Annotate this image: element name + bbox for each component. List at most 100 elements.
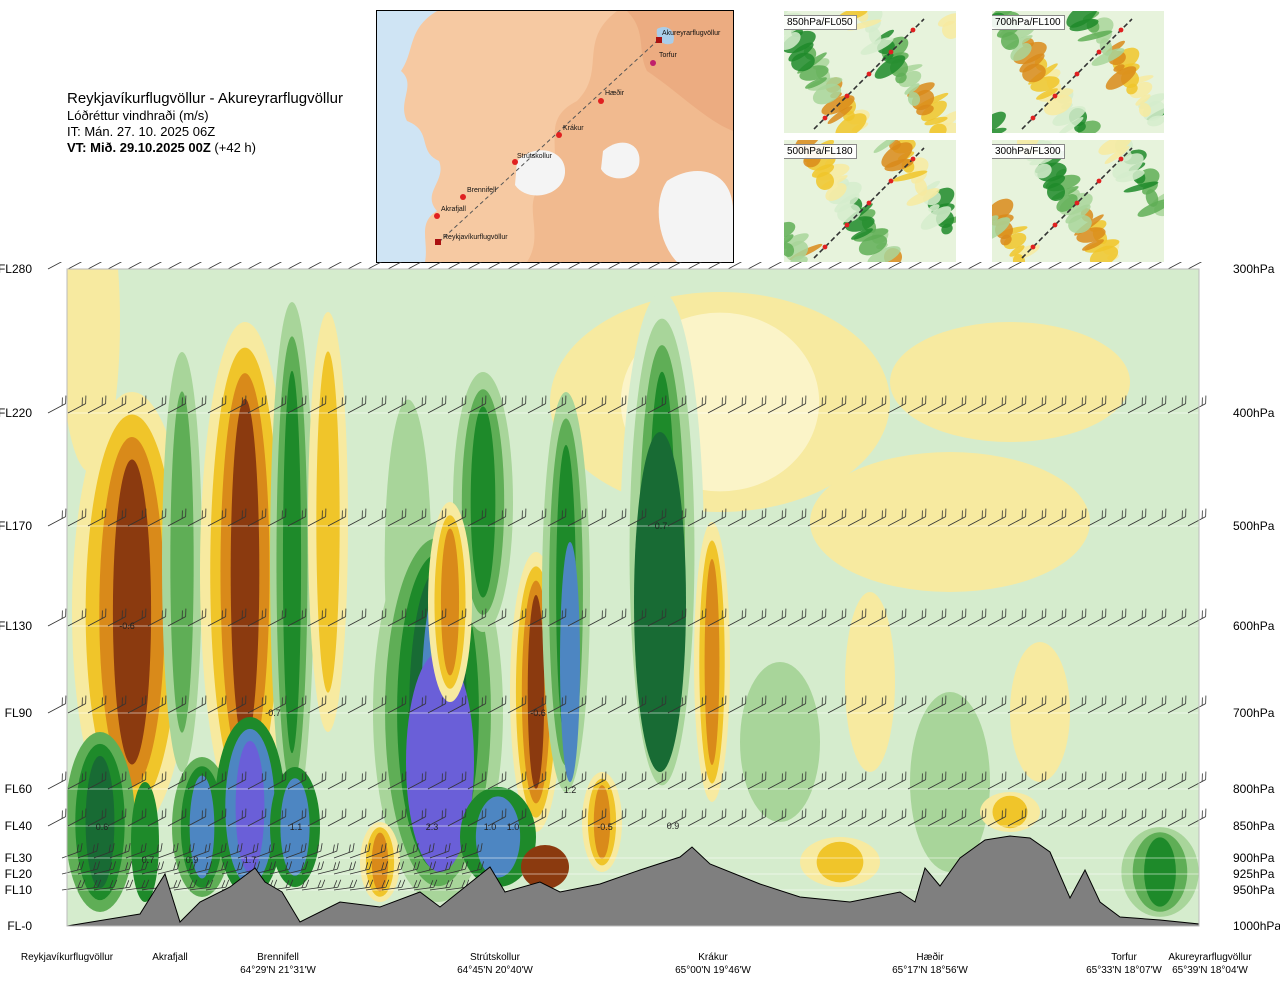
wind-barb bbox=[189, 879, 214, 891]
wind-barb bbox=[1067, 771, 1087, 790]
wind-barb bbox=[727, 508, 747, 527]
wind-barb bbox=[347, 771, 367, 790]
mini-map-500hpa: 500hPa/FL180 bbox=[784, 140, 956, 262]
wind-barb bbox=[1047, 395, 1067, 414]
wind-barb bbox=[647, 695, 667, 714]
wind-barb bbox=[1007, 262, 1026, 270]
wind-barb bbox=[205, 879, 230, 891]
wind-barb bbox=[307, 262, 326, 270]
pressure-label: 400hPa bbox=[1233, 406, 1275, 420]
wind-barb bbox=[107, 808, 127, 827]
wind-barb bbox=[467, 395, 487, 414]
wind-barb bbox=[127, 608, 147, 627]
flight-level-axis: FL280 FL220 FL170 FL130 FL90 FL60 FL40 FL30 FL20… bbox=[0, 262, 32, 933]
waypoint-coord: 65°00'N 19°46'W bbox=[675, 965, 751, 976]
wind-barb bbox=[221, 861, 244, 875]
wind-barb bbox=[1187, 771, 1207, 790]
wind-barb bbox=[847, 771, 867, 790]
wind-barb bbox=[1187, 262, 1206, 270]
map-label-akrafjall: Akrafjall bbox=[441, 206, 466, 213]
wind-barb bbox=[381, 879, 406, 891]
wind-barb bbox=[867, 808, 887, 827]
wind-barb bbox=[67, 771, 87, 790]
wind-barb bbox=[407, 608, 427, 627]
wind-barb bbox=[1127, 608, 1147, 627]
wind-barbs bbox=[47, 262, 1207, 891]
wind-barb bbox=[227, 808, 247, 827]
terrain-profile bbox=[66, 835, 1200, 927]
wind-barb bbox=[109, 879, 134, 891]
wind-barb bbox=[1167, 771, 1187, 790]
wind-barb bbox=[173, 879, 198, 891]
field-contour bbox=[371, 832, 389, 892]
wind-barb bbox=[285, 861, 308, 875]
field-value-label: 0.6 bbox=[96, 822, 109, 832]
wind-barb bbox=[365, 843, 387, 859]
wind-barb bbox=[461, 843, 483, 859]
wind-barb bbox=[429, 879, 454, 891]
wind-barb bbox=[327, 395, 347, 414]
wind-barb bbox=[207, 808, 227, 827]
wind-barb bbox=[687, 808, 707, 827]
wind-barb bbox=[907, 262, 926, 270]
pressure-axis: 300hPa 400hPa 500hPa 600hPa 700hPa 800hPa 850h… bbox=[1233, 262, 1280, 933]
wind-barb bbox=[307, 771, 327, 790]
flight-level-label: FL10 bbox=[5, 883, 33, 897]
wind-barb bbox=[687, 262, 706, 270]
value-labels: -0.6 -0.7 0.7 -0.6 1.2 0.6 0.7 0.9 1.7 1.1 2.3 1.0 1… bbox=[96, 521, 680, 865]
wind-barb bbox=[269, 843, 291, 859]
wind-barb bbox=[77, 861, 100, 875]
wind-barb bbox=[1087, 262, 1106, 270]
wind-barb bbox=[387, 395, 407, 414]
wind-barb bbox=[367, 508, 387, 527]
wind-barb bbox=[187, 262, 206, 270]
wind-barb bbox=[347, 262, 366, 270]
wind-barb bbox=[1087, 608, 1107, 627]
wind-barb bbox=[567, 695, 587, 714]
waypoint-coord: 64°29'N 21°31'W bbox=[240, 965, 316, 976]
waypoint-labels: Reykjavíkurflugvöllur Akrafjall Brennifell… bbox=[21, 951, 1252, 976]
wind-barb bbox=[407, 695, 427, 714]
wind-barb bbox=[205, 843, 227, 859]
wind-barb bbox=[487, 695, 507, 714]
field-value-label: -0.7 bbox=[265, 708, 281, 718]
wind-barb bbox=[867, 608, 887, 627]
wind-barb bbox=[627, 395, 647, 414]
wind-barb bbox=[567, 395, 587, 414]
wind-barb bbox=[807, 395, 827, 414]
wind-barb bbox=[1107, 508, 1127, 527]
wind-barb bbox=[1127, 771, 1147, 790]
wind-barb bbox=[707, 808, 727, 827]
wind-barb bbox=[1107, 695, 1127, 714]
field-value-label: 1.7 bbox=[244, 855, 257, 865]
wind-barb bbox=[1147, 395, 1167, 414]
wind-barb bbox=[227, 395, 247, 414]
wind-barb bbox=[429, 843, 451, 859]
wind-barb bbox=[107, 695, 127, 714]
wind-barb bbox=[387, 508, 407, 527]
wind-barb bbox=[827, 771, 847, 790]
field-value-label: 0.7 bbox=[655, 521, 668, 531]
field-contour bbox=[704, 559, 720, 765]
wind-barb bbox=[67, 695, 87, 714]
wind-barb bbox=[427, 395, 447, 414]
wind-barb bbox=[747, 608, 767, 627]
wind-barb bbox=[587, 395, 607, 414]
wind-barb bbox=[1087, 808, 1107, 827]
flight-level-label: FL130 bbox=[0, 619, 32, 633]
wind-barb bbox=[1147, 262, 1166, 270]
wind-barb bbox=[127, 808, 147, 827]
wind-barb bbox=[927, 608, 947, 627]
wind-barb bbox=[67, 808, 87, 827]
wind-barb bbox=[587, 262, 606, 270]
wind-barb bbox=[687, 395, 707, 414]
wind-barb bbox=[381, 843, 403, 859]
wind-barb bbox=[127, 695, 147, 714]
wind-barb bbox=[87, 771, 107, 790]
wind-barb bbox=[487, 808, 507, 827]
wind-barb bbox=[1027, 771, 1047, 790]
wind-barb bbox=[317, 843, 339, 859]
wind-barb bbox=[1047, 262, 1066, 270]
field-value-label: -0.5 bbox=[597, 822, 613, 832]
wind-barb bbox=[67, 395, 87, 414]
